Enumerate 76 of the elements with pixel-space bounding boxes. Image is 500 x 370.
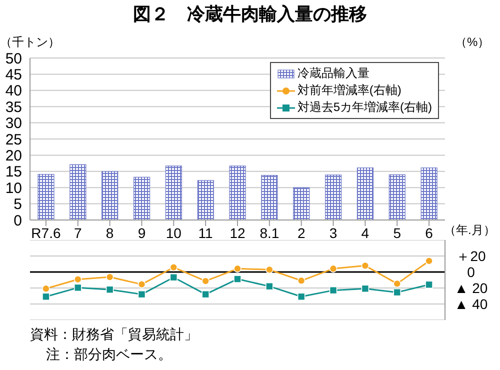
point <box>329 264 338 273</box>
point <box>297 276 306 285</box>
bar <box>133 176 150 220</box>
point <box>42 292 50 301</box>
point <box>393 288 402 296</box>
x-tick-label: R7.6 <box>31 224 61 241</box>
y-tick-label: 25 <box>5 131 22 148</box>
y-tick-label: 50 <box>5 50 22 68</box>
bar <box>261 174 278 220</box>
y-tick-label: 40 <box>5 82 22 100</box>
y-tick-label: 10 <box>5 180 22 197</box>
y-tick-label: 5 <box>14 196 22 214</box>
bar <box>388 174 406 220</box>
bar <box>229 166 246 220</box>
bar <box>293 187 310 220</box>
y-tick-label: 45 <box>5 66 22 84</box>
point <box>138 290 146 298</box>
point <box>361 262 370 270</box>
y-tick-label: ▲ 20 <box>454 280 488 296</box>
x-tick-label: 8 <box>106 224 114 241</box>
point <box>42 284 50 293</box>
y-tick-label: ＋20 <box>456 248 486 264</box>
y-axis-title: （千トン） <box>0 34 60 51</box>
bar <box>70 164 86 220</box>
x-axis-title: （年.月） <box>444 222 496 239</box>
point <box>106 286 114 294</box>
point <box>393 280 402 288</box>
text: 注：部分肉ベース。 <box>46 346 172 364</box>
legend-label: 対過去5カ年増減率(右軸) <box>297 99 432 116</box>
x-tick-label: 7 <box>74 224 82 241</box>
x-tick-label: 12 <box>230 224 246 241</box>
legend-label: 冷蔵品輸入量 <box>297 65 370 82</box>
chart-title: 図２ 冷蔵牛肉輸入量の推移 <box>132 3 368 26</box>
point <box>74 275 82 284</box>
point <box>74 284 82 292</box>
point <box>266 266 274 274</box>
point <box>425 280 433 289</box>
bar <box>165 166 182 220</box>
y-tick-label: 35 <box>5 98 22 116</box>
y-tick-label: 0 <box>467 264 476 280</box>
point <box>234 264 242 273</box>
point <box>234 275 242 283</box>
y-tick-label: 0 <box>14 212 22 230</box>
legend-label: 対前年増減率(右軸) <box>297 82 402 99</box>
y-tick-label: 15 <box>5 164 22 181</box>
x-tick-label: 2 <box>297 224 306 241</box>
point <box>202 290 210 298</box>
y-tick-label: 20 <box>5 148 22 165</box>
bar <box>356 168 374 220</box>
bar <box>38 174 54 220</box>
text: 資料：財務省「貿易統計」 <box>30 326 198 344</box>
point <box>329 286 338 294</box>
point <box>138 280 146 288</box>
point <box>361 284 370 293</box>
x-tick-label: 4 <box>361 224 370 241</box>
point <box>425 257 433 265</box>
y-tick-label: ▲ 40 <box>454 296 488 312</box>
point <box>297 292 306 301</box>
x-tick-label: 5 <box>393 224 402 241</box>
point <box>170 263 178 272</box>
bar <box>325 174 342 220</box>
bar <box>197 180 214 220</box>
text: （%） <box>455 34 490 51</box>
point <box>106 273 114 281</box>
x-tick-label: 8.1 <box>260 224 280 241</box>
x-tick-label: 11 <box>198 224 214 241</box>
bar <box>102 171 118 220</box>
x-tick-label: 9 <box>138 224 146 241</box>
x-tick-label: 3 <box>329 224 338 241</box>
y-tick-label: 30 <box>5 115 22 132</box>
point <box>266 282 274 290</box>
bar <box>420 168 438 220</box>
x-tick-label: 6 <box>425 224 434 241</box>
x-tick-label: 10 <box>166 224 182 241</box>
point <box>202 277 210 285</box>
point <box>170 273 178 282</box>
